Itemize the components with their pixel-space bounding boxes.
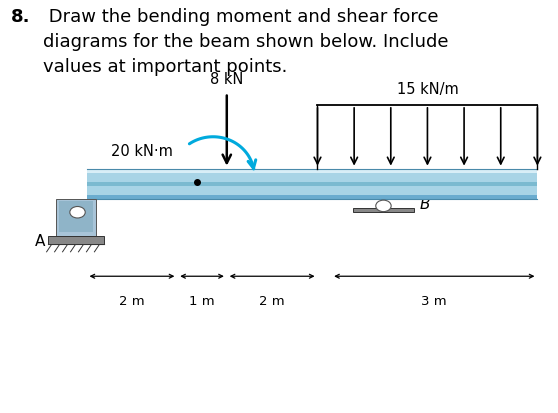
Text: 2 m: 2 m	[259, 295, 285, 308]
Circle shape	[376, 200, 391, 211]
Text: 20 kN·m: 20 kN·m	[112, 144, 173, 159]
Text: 15 kN/m: 15 kN/m	[397, 82, 458, 97]
Text: 8.: 8.	[11, 7, 31, 26]
Polygon shape	[86, 169, 537, 199]
Circle shape	[70, 206, 85, 218]
Text: A: A	[35, 234, 45, 249]
Polygon shape	[353, 207, 413, 212]
Polygon shape	[86, 182, 537, 186]
Text: 2 m: 2 m	[119, 295, 145, 308]
Polygon shape	[86, 195, 537, 199]
Text: $B$: $B$	[419, 196, 431, 212]
Polygon shape	[86, 169, 537, 173]
Polygon shape	[56, 199, 95, 236]
Polygon shape	[48, 236, 104, 244]
Text: Draw the bending moment and shear force
diagrams for the beam shown below. Inclu: Draw the bending moment and shear force …	[42, 7, 448, 76]
Text: 3 m: 3 m	[421, 295, 447, 308]
Text: 8 kN: 8 kN	[210, 71, 243, 86]
Polygon shape	[59, 202, 93, 232]
Text: 1 m: 1 m	[189, 295, 215, 308]
